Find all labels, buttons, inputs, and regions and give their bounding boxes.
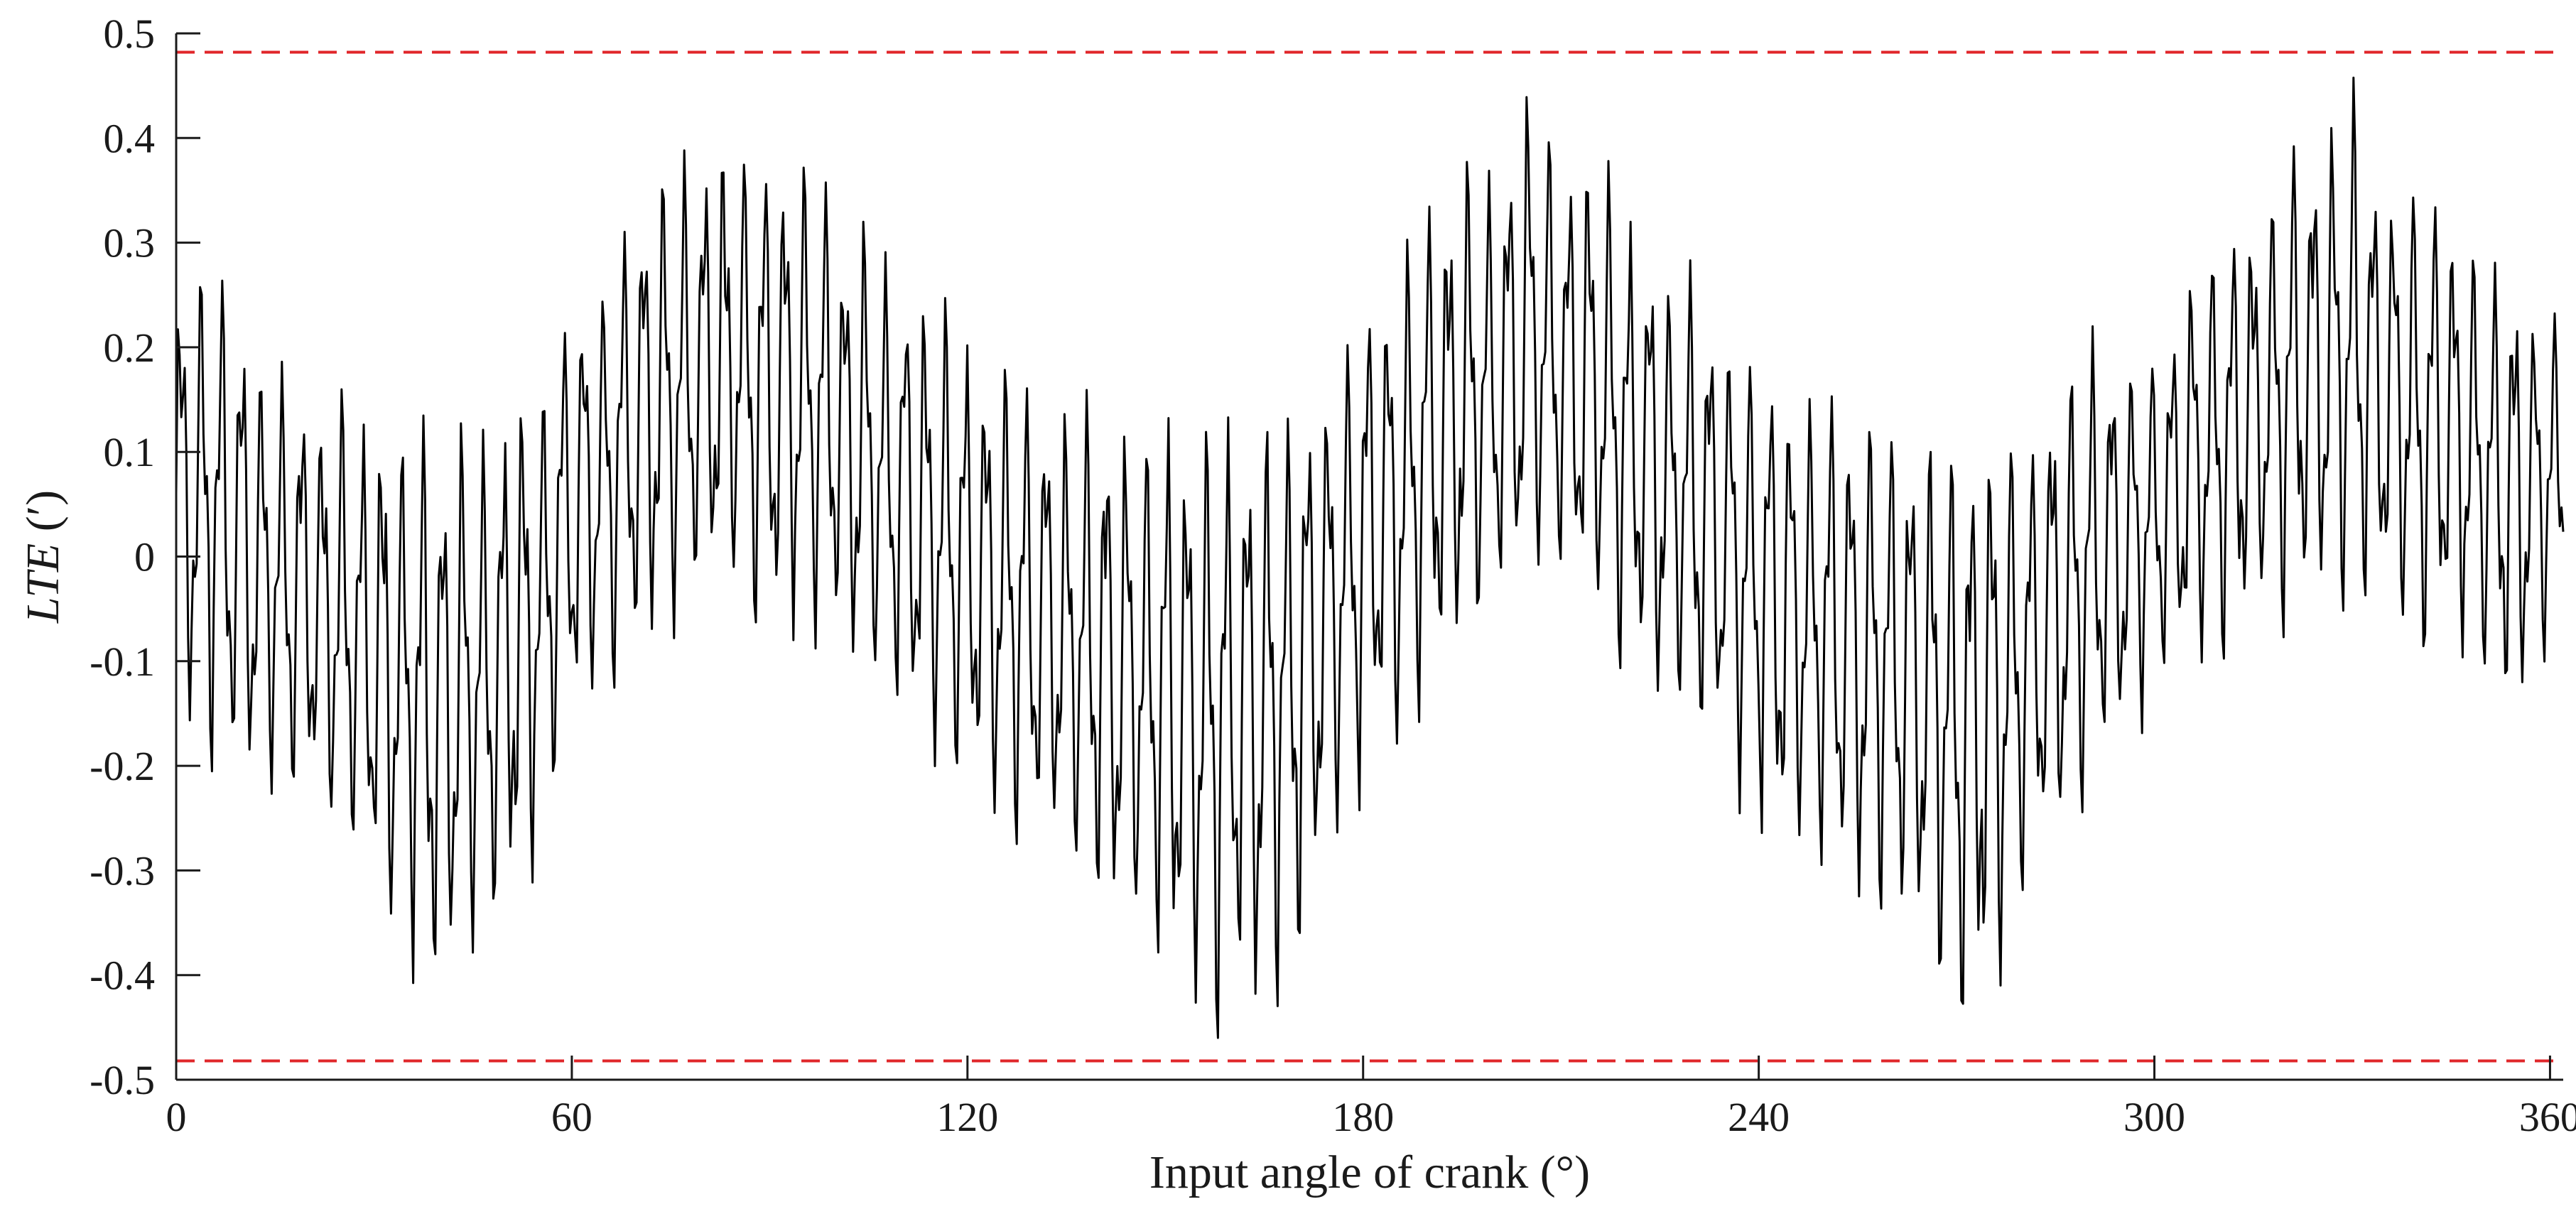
y-axis-title-unit: (′) bbox=[17, 490, 69, 543]
x-tick-label: 360 bbox=[2519, 1094, 2576, 1140]
tick-labels: 0.50.40.30.20.10-0.1-0.2-0.3-0.4-0.50 60 1… bbox=[90, 11, 2576, 1140]
axes bbox=[175, 32, 2563, 1081]
y-tick-label: 0.1 bbox=[104, 429, 156, 475]
x-tick-label: 180 bbox=[1332, 1094, 1394, 1140]
y-tick-label: -0.5 bbox=[90, 1057, 155, 1103]
lte-series-line bbox=[175, 76, 2565, 1039]
y-tick-label: 0.4 bbox=[104, 115, 156, 161]
y-tick-label: 0.2 bbox=[104, 325, 156, 371]
x-axis-title: Input angle of crank (°) bbox=[1149, 1146, 1590, 1198]
y-tick-label: -0.3 bbox=[90, 847, 155, 894]
y-tick-label: 0.5 bbox=[104, 11, 156, 57]
plot-area bbox=[175, 50, 2565, 1063]
y-tick-label: -0.2 bbox=[90, 743, 155, 789]
y-tick-label: -0.1 bbox=[90, 639, 155, 685]
x-tick-label: 300 bbox=[2123, 1094, 2185, 1140]
x-tick-label: 120 bbox=[936, 1094, 998, 1140]
x-tick-label: 240 bbox=[1728, 1094, 1790, 1140]
y-tick-label: 0.3 bbox=[104, 220, 156, 266]
y-axis-title: LTE (′) bbox=[17, 490, 69, 624]
y-tick-label: -0.4 bbox=[90, 953, 155, 999]
y-axis-title-symbol: LTE bbox=[17, 543, 69, 624]
x-tick-label: 60 bbox=[551, 1094, 592, 1140]
x-tick-label: 0 bbox=[166, 1094, 187, 1140]
y-tick-label: 0 bbox=[134, 534, 155, 580]
